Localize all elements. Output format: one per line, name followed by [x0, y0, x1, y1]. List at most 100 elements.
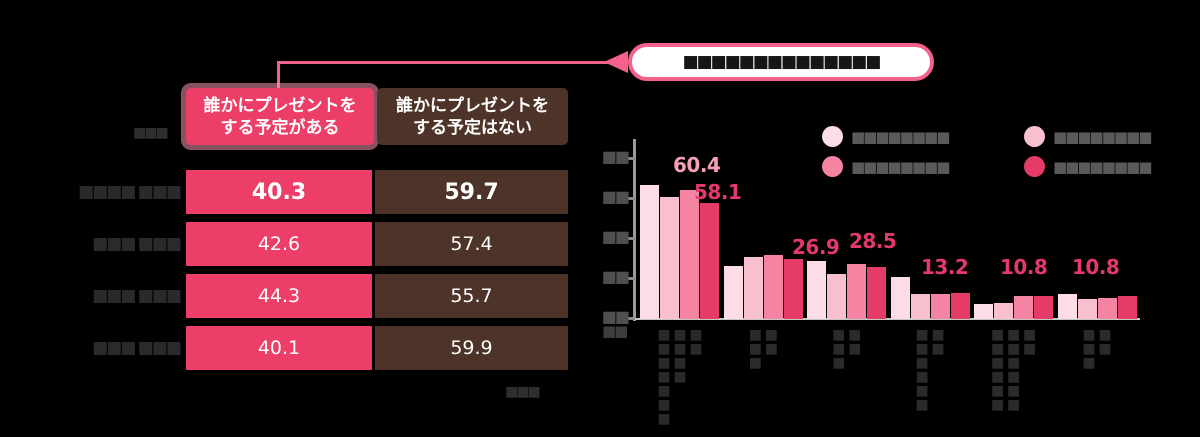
cell-yes-3: 40.1 [186, 326, 372, 370]
bar-cat5-series2 [1097, 297, 1117, 319]
bar-group-3 [890, 159, 970, 319]
cell-yes-0: 40.3 [186, 170, 372, 214]
category-label-1: ■■ ■■■ [747, 327, 780, 369]
bar-cat5-series1 [1077, 299, 1097, 319]
bar-cat5-series3 [1117, 296, 1137, 319]
bar-cat0-series3 [700, 203, 719, 319]
column-header-plan-yes: 誰かにプレゼントを する予定がある [186, 88, 374, 145]
bar-cat2-series3 [867, 267, 887, 319]
column-header-plan-no: 誰かにプレゼントを する予定はない [377, 88, 568, 145]
legend-dot-series4-icon [1024, 156, 1045, 177]
cell-yes-1: 42.6 [186, 222, 372, 266]
category-cell-5: ■■ ■■■ [1057, 327, 1137, 425]
x-axis-category-labels: ■■ ■■■■ ■■■■■■■ ■■ ■■■ ■■ ■■■ ■■ ■■■■■■ ■■ ■… [640, 327, 1137, 425]
legend-label-3: ■■■■■■■■ [1053, 157, 1152, 176]
x-axis-baseline [633, 318, 1140, 320]
bar-cat3-series3 [950, 293, 970, 319]
bar-cat1-series2 [763, 255, 783, 319]
category-cell-1: ■■ ■■■ [723, 327, 803, 425]
chart-legend: ■■■■■■■■ ■■■■■■■■ ■■■■■■■■ ■■■■■■■■ [822, 126, 1152, 177]
legend-label-0: ■■■■■■■■ [851, 127, 950, 146]
y-tick [626, 277, 635, 280]
bar-value-label-2: 26.9 [792, 235, 840, 259]
legend-label-1: ■■■■■■■■ [1053, 127, 1152, 146]
callout-connector-horizontal [277, 61, 611, 64]
bar-cat5-series0 [1057, 294, 1077, 319]
legend-item-2: ■■■■■■■■ [822, 156, 1010, 177]
y-axis-line [633, 139, 636, 321]
callout-connector-vertical [277, 61, 280, 89]
cell-no-0: 59.7 [375, 170, 568, 214]
bar-cat3-series0 [890, 277, 910, 319]
category-label-2: ■■ ■■■ [830, 327, 863, 369]
bar-value-label-0: 60.4 [673, 153, 721, 177]
bar-value-label-6: 10.8 [1072, 255, 1120, 279]
bar-plot-area [640, 159, 1137, 319]
row-label-1: ■■■ ■■■ [92, 234, 182, 254]
bar-cat3-series1 [910, 294, 930, 319]
bar-value-label-5: 10.8 [1000, 255, 1048, 279]
callout-box: ■■■■■■■■■■■■■■ [628, 43, 934, 81]
bar-cat4-series1 [994, 303, 1014, 319]
cell-no-2: 55.7 [375, 274, 568, 318]
category-cell-3: ■■ ■■■■■■ [890, 327, 970, 425]
bar-value-label-4: 13.2 [921, 255, 969, 279]
category-cell-0: ■■ ■■■■ ■■■■■■■ [640, 327, 720, 425]
table-footnote: ■■■ [505, 384, 541, 400]
bar-cat2-series0 [807, 261, 827, 319]
column-header-plan-no-line2: する予定はない [413, 117, 532, 138]
category-label-0: ■■ ■■■■ ■■■■■■■ [656, 327, 704, 425]
row-label-3: ■■■ ■■■ [92, 338, 182, 358]
bar-cat0-series2 [680, 190, 699, 319]
cell-no-1: 57.4 [375, 222, 568, 266]
bar-cat2-series2 [847, 264, 867, 319]
bar-cat1-series3 [783, 259, 803, 319]
y-tick-label-60: ■■ [601, 187, 630, 206]
callout-text: ■■■■■■■■■■■■■■ [682, 52, 882, 72]
bar-value-label-1: 58.1 [694, 180, 742, 204]
row-label-0: ■■■■ ■■■ [78, 182, 182, 202]
axis-corner-label: ■■ [602, 322, 628, 340]
y-tick-label-40: ■■ [601, 227, 630, 246]
legend-item-3: ■■■■■■■■ [1024, 156, 1152, 177]
legend-dot-series3-icon [822, 156, 843, 177]
y-tick-label-20: ■■ [601, 267, 630, 286]
legend-dot-series1-icon [822, 126, 843, 147]
bar-cat4-series3 [1034, 296, 1054, 319]
bar-cat2-series1 [827, 274, 847, 319]
y-tick [626, 237, 635, 240]
y-tick-label-0: ■■ [601, 307, 630, 326]
bar-cat1-series0 [723, 266, 743, 319]
bar-group-0 [640, 159, 719, 319]
bar-group-2 [807, 159, 887, 319]
table-unit-note: ■■■ [133, 125, 169, 141]
bar-cat0-series1 [660, 197, 679, 319]
row-label-2: ■■■ ■■■ [92, 286, 182, 306]
legend-dot-series2-icon [1024, 126, 1045, 147]
y-tick [626, 197, 635, 200]
callout-arrow-left-icon [604, 51, 628, 73]
category-label-5: ■■ ■■■ [1080, 327, 1113, 369]
bar-value-label-3: 28.5 [849, 229, 897, 253]
y-tick-label-80: ■■ [601, 147, 630, 166]
bar-cat4-series2 [1014, 296, 1034, 319]
bar-group-4 [974, 159, 1054, 319]
y-tick [626, 157, 635, 160]
cell-yes-2: 44.3 [186, 274, 372, 318]
category-label-3: ■■ ■■■■■■ [914, 327, 947, 411]
column-header-plan-yes-line2: する予定がある [220, 117, 340, 138]
bar-group-1 [723, 159, 803, 319]
bar-cat1-series1 [743, 257, 763, 319]
legend-label-2: ■■■■■■■■ [851, 157, 950, 176]
bar-cat3-series2 [930, 293, 950, 319]
legend-item-0: ■■■■■■■■ [822, 126, 1010, 147]
category-cell-4: ■■ ■■■■■■ ■■■■■■ [974, 327, 1054, 425]
category-label-4: ■■ ■■■■■■ ■■■■■■ [989, 327, 1038, 411]
bar-cat4-series0 [974, 304, 994, 319]
y-tick [626, 317, 635, 320]
cell-no-3: 59.9 [375, 326, 568, 370]
column-header-plan-yes-line1: 誰かにプレゼントを [203, 95, 357, 116]
bar-group-5 [1057, 159, 1137, 319]
category-cell-2: ■■ ■■■ [807, 327, 887, 425]
